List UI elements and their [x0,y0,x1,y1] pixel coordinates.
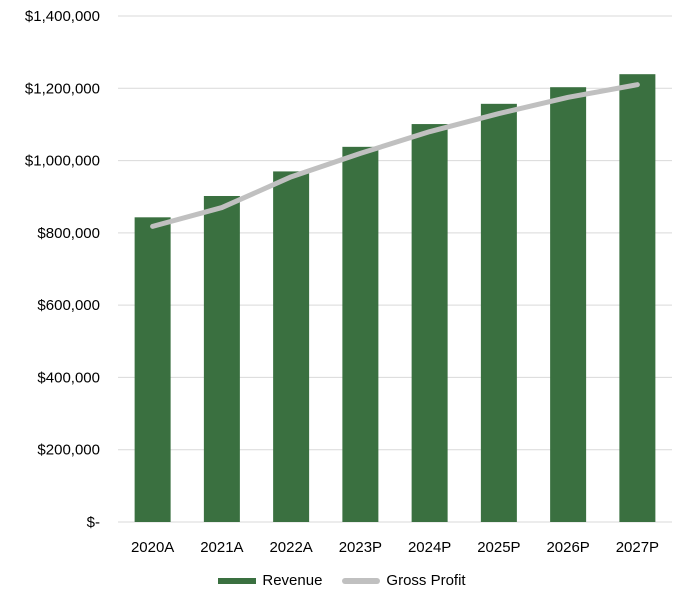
x-tick-label: 2021A [200,539,243,556]
y-tick-label: $1,000,000 [25,153,100,170]
revenue-bar[interactable] [273,171,310,522]
revenue-bar[interactable] [203,195,240,522]
revenue-bar[interactable] [619,74,656,522]
legend: Revenue Gross Profit [0,572,684,589]
legend-label-gross-profit: Gross Profit [386,572,466,589]
legend-item-revenue[interactable]: Revenue [218,572,322,589]
y-axis-ticks: $- $200,000 $400,000 $600,000 $800,000 $1,000… [25,8,100,531]
revenue-bar[interactable] [134,217,171,522]
x-tick-label: 2023P [339,539,382,556]
y-tick-label: $- [87,514,100,531]
combo-chart: $- $200,000 $400,000 $600,000 $800,000 $1,000… [25,8,672,556]
x-tick-label: 2026P [546,539,589,556]
x-tick-label: 2027P [616,539,659,556]
x-tick-label: 2024P [408,539,451,556]
gross-profit-series-line[interactable] [150,82,640,229]
revenue-bar[interactable] [342,146,379,522]
x-tick-label: 2025P [477,539,520,556]
y-tick-label: $600,000 [37,297,100,314]
y-tick-label: $1,400,000 [25,8,100,25]
revenue-swatch [218,577,257,584]
x-tick-label: 2020A [131,539,174,556]
x-axis-ticks: 2020A 2021A 2022A 2023P 2024P 2025P 2026P 2027P [131,539,659,556]
legend-item-gross-profit[interactable]: Gross Profit [342,572,466,589]
gross-profit-swatch [342,577,381,584]
y-tick-label: $400,000 [37,369,100,386]
y-tick-label: $800,000 [37,225,100,242]
revenue-bar[interactable] [411,124,448,523]
legend-label-revenue: Revenue [262,572,323,589]
revenue-bar[interactable] [550,87,587,523]
revenue-bar[interactable] [480,103,517,522]
revenue-bars [134,74,656,523]
gross-profit-line [150,82,640,229]
x-tick-label: 2022A [269,539,312,556]
y-tick-label: $200,000 [37,442,100,459]
y-tick-label: $1,200,000 [25,80,100,97]
